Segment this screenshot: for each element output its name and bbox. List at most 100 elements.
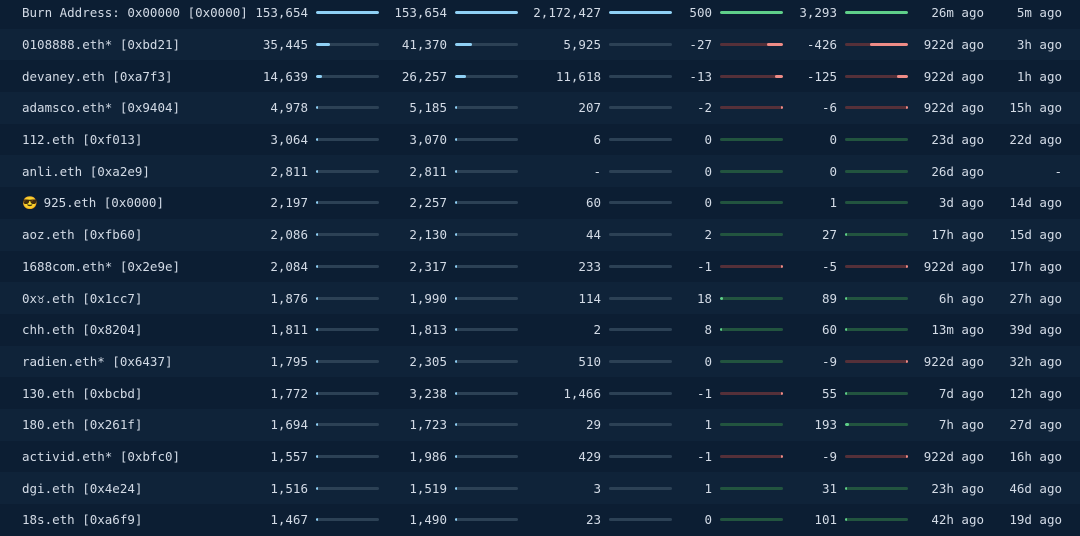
- value-4: -1: [696, 448, 712, 464]
- value-2: 1,990: [409, 290, 447, 306]
- table-row[interactable]: Burn Address: 0x00000 [0x0000] 153,654 153…: [0, 0, 1080, 29]
- time-first: 42h ago: [931, 512, 984, 528]
- value-4: -2: [696, 100, 712, 116]
- value-bar: [316, 264, 379, 268]
- value-bar: [845, 359, 908, 363]
- table-row[interactable]: devaney.eth [0xa7f3] 14,639 26,257 11,618 -1…: [0, 60, 1080, 93]
- address-name[interactable]: 112.eth [0xf013]: [22, 124, 142, 156]
- value-bar: [609, 423, 672, 427]
- value-bar: [316, 138, 379, 142]
- value-bar: [455, 233, 518, 237]
- value-bar: [720, 169, 783, 173]
- table-row[interactable]: chh.eth [0x8204] 1,811 1,813 2 8 60 13m ago 39d…: [0, 313, 1080, 346]
- address-name[interactable]: 180.eth [0x261f]: [22, 409, 142, 441]
- address-name[interactable]: aoz.eth [0xfb60]: [22, 219, 142, 251]
- value-bar: [609, 328, 672, 332]
- value-bar-fill: [455, 359, 457, 363]
- time-first: 922d ago: [923, 100, 984, 116]
- value-2: 2,811: [409, 163, 447, 179]
- value-4: -1: [696, 258, 712, 274]
- table-row[interactable]: 112.eth [0xf013] 3,064 3,070 6 0 0 23d ago 22d …: [0, 123, 1080, 156]
- table-row[interactable]: 😎 925.eth [0x0000] 2,197 2,257 60 0 1 3d ago 14d…: [0, 187, 1080, 219]
- value-bar-fill: [845, 11, 908, 15]
- table-row[interactable]: aoz.eth [0xfb60] 2,086 2,130 44 2 27 17h ago 15…: [0, 218, 1080, 251]
- value-1: 153,654: [255, 5, 308, 21]
- value-bar: [316, 11, 379, 15]
- value-bar: [455, 518, 518, 522]
- value-bar: [316, 169, 379, 173]
- time-first: 6h ago: [938, 290, 984, 306]
- value-bar: [609, 454, 672, 458]
- value-bar: [316, 296, 379, 300]
- value-bar: [845, 43, 908, 47]
- address-label: 112.eth [0xf013]: [22, 132, 143, 148]
- value-bar: [845, 264, 908, 268]
- table-row[interactable]: activid.eth* [0xbfc0] 1,557 1,986 429 -1 -9 92…: [0, 440, 1080, 473]
- value-5: 27: [821, 227, 837, 243]
- value-3: 2: [593, 322, 601, 338]
- table-row[interactable]: adamsco.eth* [0x9404] 4,978 5,185 207 -2 -6 92…: [0, 92, 1080, 124]
- value-bar-fill: [896, 74, 908, 78]
- address-label: anli.eth [0xa2e9]: [22, 163, 150, 179]
- value-2: 1,986: [409, 448, 447, 464]
- table-row[interactable]: 180.eth [0x261f] 1,694 1,723 29 1 193 7h ago 27…: [0, 408, 1080, 441]
- time-first: 922d ago: [923, 258, 984, 274]
- value-bar-fill: [455, 391, 457, 395]
- value-5: 0: [829, 163, 837, 179]
- time-last: 5m ago: [1016, 5, 1062, 21]
- value-bar-fill: [316, 138, 318, 142]
- address-name[interactable]: 18s.eth [0xa6f9]: [22, 504, 142, 536]
- table-row[interactable]: 18s.eth [0xa6f9] 1,467 1,490 23 0 101 42h ago 1…: [0, 504, 1080, 536]
- address-name[interactable]: 130.eth [0xbcbd]: [22, 377, 142, 409]
- address-name[interactable]: 0108888.eth* [0xbd21]: [22, 29, 180, 61]
- time-last: 32h ago: [1009, 353, 1062, 369]
- address-label: 0x♉.eth [0x1cc7]: [22, 290, 143, 306]
- value-bar: [720, 201, 783, 205]
- value-2: 3,238: [409, 385, 447, 401]
- address-name[interactable]: 😎 925.eth [0x0000]: [22, 187, 164, 219]
- value-bar-fill: [455, 328, 457, 332]
- address-name[interactable]: radien.eth* [0x6437]: [22, 346, 173, 378]
- table-row[interactable]: dgi.eth [0x4e24] 1,516 1,519 3 1 31 23h ago 46d…: [0, 472, 1080, 504]
- value-4: 0: [704, 195, 712, 211]
- time-first: 17h ago: [931, 227, 984, 243]
- address-name[interactable]: 1688com.eth* [0x2e9e]: [22, 251, 180, 283]
- value-5: 89: [821, 290, 837, 306]
- address-name[interactable]: devaney.eth [0xa7f3]: [22, 60, 173, 92]
- address-label: chh.eth [0x8204]: [22, 322, 143, 338]
- address-name[interactable]: dgi.eth [0x4e24]: [22, 472, 142, 504]
- table-row[interactable]: anli.eth [0xa2e9] 2,811 2,811 - 0 0 26d ago -: [0, 155, 1080, 188]
- value-bar: [720, 43, 783, 47]
- value-bar-fill: [455, 423, 457, 427]
- value-2: 2,257: [409, 195, 447, 211]
- value-bar-fill: [316, 43, 331, 47]
- table-row[interactable]: 130.eth [0xbcbd] 1,772 3,238 1,466 -1 55 7d ag…: [0, 377, 1080, 409]
- value-bar: [845, 518, 908, 522]
- address-name[interactable]: adamsco.eth* [0x9404]: [22, 92, 180, 124]
- address-label: Burn Address: 0x00000 [0x0000]: [22, 5, 248, 21]
- value-bar: [316, 233, 379, 237]
- time-last: 27d ago: [1009, 417, 1062, 433]
- value-4: 1: [704, 417, 712, 433]
- address-name[interactable]: chh.eth [0x8204]: [22, 314, 142, 346]
- time-last: 1h ago: [1016, 68, 1062, 84]
- address-name[interactable]: 0x♉.eth [0x1cc7]: [22, 282, 142, 314]
- table-row[interactable]: 0108888.eth* [0xbd21] 35,445 41,370 5,925 -2…: [0, 28, 1080, 61]
- address-label: activid.eth* [0xbfc0]: [22, 448, 181, 464]
- address-name[interactable]: activid.eth* [0xbfc0]: [22, 441, 180, 473]
- time-first: 922d ago: [923, 37, 984, 53]
- value-bar: [609, 233, 672, 237]
- address-name[interactable]: Burn Address: 0x00000 [0x0000]: [22, 0, 248, 29]
- value-1: 1,811: [270, 322, 308, 338]
- value-3: 29: [585, 417, 601, 433]
- value-1: 4,978: [270, 100, 308, 116]
- table-row[interactable]: 1688com.eth* [0x2e9e] 2,084 2,317 233 -1 -5 92…: [0, 250, 1080, 283]
- table-row[interactable]: radien.eth* [0x6437] 1,795 2,305 510 0 -9 922d…: [0, 345, 1080, 378]
- value-bar-fill: [720, 11, 783, 15]
- value-2: 3,070: [409, 132, 447, 148]
- time-last: 46d ago: [1009, 480, 1062, 496]
- table-row[interactable]: 0x♉.eth [0x1cc7] 1,876 1,990 114 18 89 6h ago 2…: [0, 282, 1080, 314]
- value-bar-fill: [316, 201, 318, 205]
- address-name[interactable]: anli.eth [0xa2e9]: [22, 155, 150, 187]
- value-bar-fill: [781, 264, 783, 268]
